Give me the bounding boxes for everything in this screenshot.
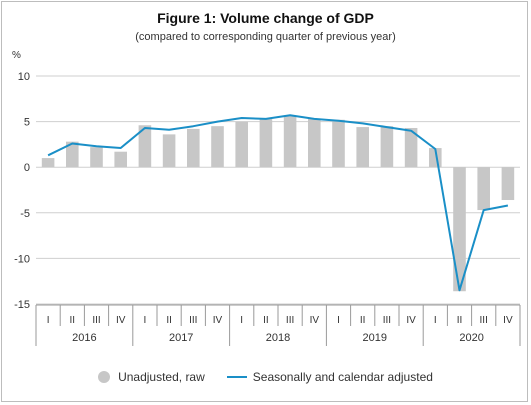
bar-unadjusted [66,141,79,168]
bar-unadjusted [211,126,224,168]
x-tick-label-quarter: IV [406,315,416,326]
legend-label-raw: Unadjusted, raw [118,370,205,384]
bar-unadjusted [308,118,321,168]
bar-unadjusted [187,128,200,168]
chart-legend: Unadjusted, raw Seasonally and calendar … [0,370,531,384]
x-tick-label-quarter: III [286,315,294,326]
x-tick-label-quarter: IV [116,315,126,326]
y-tick-label: -10 [14,253,30,265]
bar-unadjusted [501,167,515,201]
x-tick-label-quarter: II [263,315,269,326]
x-tick-label-quarter: III [92,315,100,326]
bar-unadjusted [356,127,369,168]
x-tick-label-quarter: I [434,315,437,326]
bar-unadjusted [90,147,103,168]
chart-title: Figure 1: Volume change of GDP [157,10,374,26]
bar-unadjusted [259,118,273,168]
bar-unadjusted [477,167,490,211]
bar-unadjusted [114,151,127,168]
bar-unadjusted [235,121,248,168]
legend-item-raw: Unadjusted, raw [98,370,205,384]
legend-label-adjusted: Seasonally and calendar adjusted [252,370,433,384]
x-tick-label-quarter: I [144,315,147,326]
x-tick-label-year: 2018 [266,332,290,344]
y-tick-label: 0 [24,162,30,174]
bar-unadjusted [41,158,55,168]
y-tick-label: 10 [18,71,30,83]
legend-item-adjusted: Seasonally and calendar adjusted [226,370,433,384]
x-tick-label-quarter: IV [213,315,223,326]
x-tick-label-year: 2017 [169,332,193,344]
x-tick-label-quarter: I [47,315,50,326]
x-tick-label-quarter: IV [310,315,320,326]
y-tick-label: 5 [24,117,30,129]
x-tick-label-year: 2020 [459,332,483,344]
bar-unadjusted [138,125,152,168]
x-tick-label-year: 2016 [72,332,96,344]
x-tick-label-quarter: II [457,315,463,326]
x-tick-label-quarter: I [337,315,340,326]
x-tick-label-quarter: II [166,315,172,326]
legend-dot-icon [98,371,111,383]
bar-unadjusted [380,126,394,168]
bar-unadjusted [332,119,345,168]
x-tick-label-quarter: I [240,315,243,326]
x-tick-label-quarter: II [70,315,76,326]
y-tick-label: -15 [14,299,30,311]
line-seasonally-adjusted [47,114,509,292]
x-tick-label-year: 2019 [363,332,387,344]
chart-subtitle: (compared to corresponding quarter of pr… [135,31,396,43]
bar-unadjusted [453,167,466,292]
legend-line-icon [226,376,247,378]
y-tick-label: -5 [20,208,30,220]
bar-unadjusted [404,127,418,168]
bar-unadjusted [162,134,176,168]
x-tick-label-quarter: III [383,315,391,326]
bar-unadjusted [283,116,297,168]
x-tick-label-quarter: III [189,315,197,326]
x-tick-label-quarter: II [360,315,366,326]
x-tick-label-quarter: III [480,315,488,326]
x-tick-label-quarter: IV [503,315,513,326]
y-axis-unit-label: % [12,50,21,61]
